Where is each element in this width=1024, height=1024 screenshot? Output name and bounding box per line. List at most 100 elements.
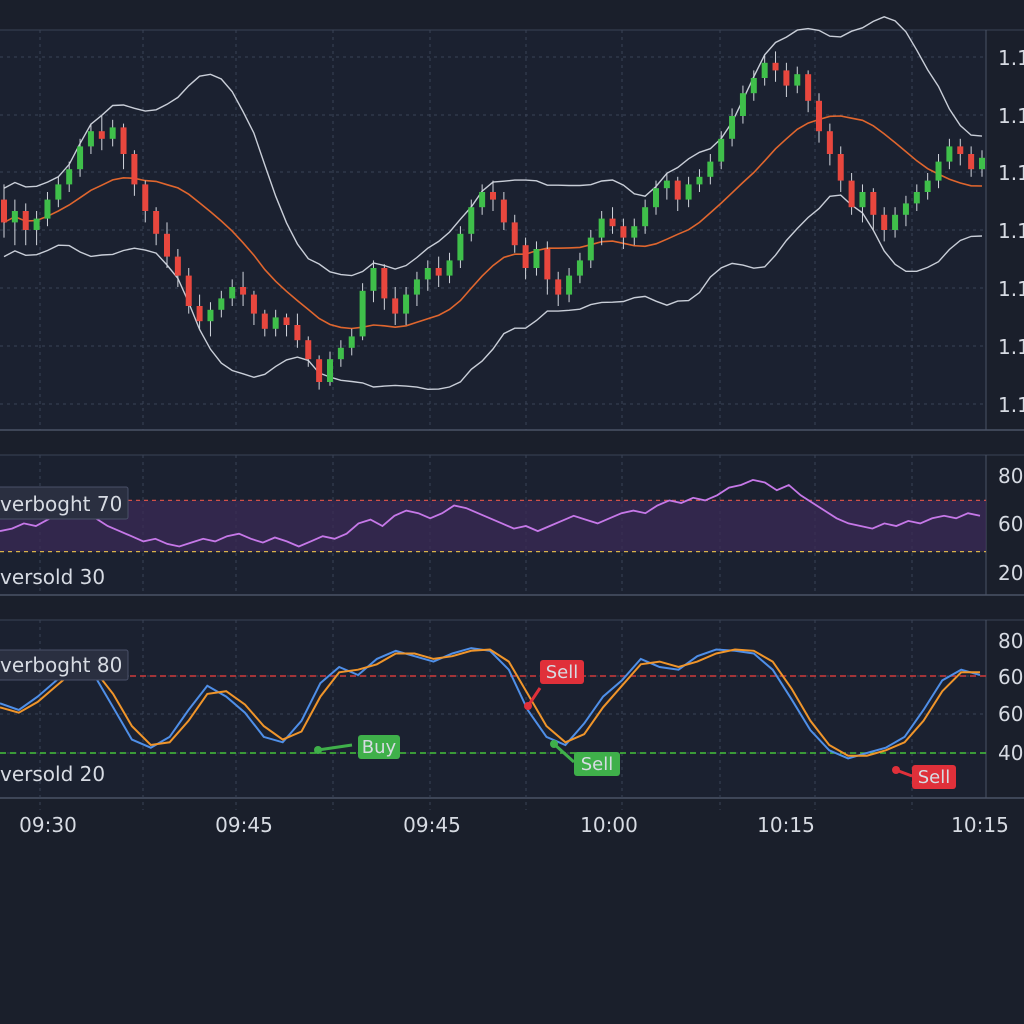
candle-body — [207, 309, 214, 322]
rsi-overbought-label-box — [0, 486, 129, 520]
candle-body — [718, 138, 725, 162]
candle — [750, 70, 757, 101]
candle — [620, 218, 627, 249]
candle-body — [576, 260, 583, 276]
candle — [902, 195, 909, 227]
price-tick-label: 1.1 — [998, 161, 1024, 185]
candle-body — [22, 211, 29, 230]
candle — [674, 176, 681, 211]
signal-arrow — [317, 743, 353, 752]
candle — [957, 138, 964, 166]
candle-body — [979, 157, 985, 170]
candle — [805, 70, 812, 113]
candle — [761, 55, 768, 86]
candle-body — [490, 192, 496, 200]
candle — [261, 309, 268, 337]
candle-body — [555, 279, 562, 295]
candle — [924, 173, 931, 200]
candle-body — [881, 214, 888, 230]
candle — [403, 287, 410, 325]
candle — [327, 351, 333, 386]
candle — [142, 180, 149, 223]
candle — [381, 264, 388, 310]
stoch-tick-label: 80 — [998, 629, 1023, 653]
candle — [55, 176, 62, 208]
candle-body — [381, 268, 388, 299]
time-tick-label: 10:00 — [580, 813, 638, 837]
rsi-zone-fill — [0, 500, 986, 552]
candle — [707, 154, 714, 185]
candle — [44, 192, 51, 227]
candle-body — [511, 222, 518, 246]
candle-body — [674, 180, 681, 200]
stoch-tick-label: 60 — [998, 665, 1023, 689]
candle — [772, 51, 779, 82]
candle — [837, 146, 844, 192]
candle-body — [1, 199, 7, 223]
candle — [913, 184, 920, 211]
candle-body — [316, 359, 323, 382]
stoch-axis: 80 60 60 40 — [998, 629, 1023, 765]
candle-body — [902, 203, 909, 215]
stoch-k-line — [0, 647, 981, 760]
candle-body — [413, 279, 420, 295]
candle — [566, 268, 573, 303]
candle-body — [457, 233, 464, 261]
rsi-tick-label: 60 — [998, 512, 1023, 536]
candle-body — [142, 184, 149, 211]
price-tick-label: 1.1 — [998, 104, 1024, 128]
candle-body — [185, 275, 192, 306]
candle-body — [522, 245, 529, 268]
candle-body — [533, 249, 540, 268]
candle — [642, 199, 649, 234]
candle-body — [663, 180, 670, 189]
candle-body — [924, 180, 931, 192]
time-tick-label: 09:45 — [403, 813, 461, 837]
candle — [794, 66, 801, 94]
candle-body — [859, 192, 866, 208]
candle — [522, 237, 529, 280]
signal-sell-badge: Sell — [550, 740, 620, 776]
rsi-oversold-label: versold 30 — [0, 565, 105, 589]
candle — [663, 173, 670, 200]
candle-body — [370, 268, 377, 291]
candle-body — [642, 207, 649, 227]
signal-label: Sell — [581, 754, 614, 775]
candle — [98, 116, 105, 151]
candle — [533, 241, 540, 276]
candle-body — [44, 199, 51, 219]
signal-label: Buy — [362, 737, 397, 758]
candle-body — [164, 233, 170, 257]
candle-body — [98, 131, 105, 139]
candle-body — [837, 154, 844, 181]
candle — [33, 211, 40, 246]
candle-body — [805, 74, 812, 101]
candle-body — [816, 100, 822, 132]
stoch-oversold-label: versold 20 — [0, 762, 105, 786]
stoch-d-line — [0, 648, 980, 757]
candle-body — [479, 192, 486, 208]
price-tick-label: 1.1 — [998, 219, 1024, 243]
candle-body — [109, 127, 116, 139]
candle-body — [826, 131, 833, 154]
candle — [457, 226, 464, 268]
price-tick-label: 1.1 — [998, 335, 1024, 359]
price-axis: 1.1 1.1 1.1 1.1 1.1 1.1 1.1 — [998, 46, 1024, 417]
signal-badge-bg — [358, 735, 400, 759]
candle — [870, 188, 877, 230]
candle-body — [946, 146, 953, 162]
candle — [848, 173, 855, 215]
candle — [131, 150, 138, 196]
candle-body — [653, 188, 659, 208]
signal-marker — [892, 766, 900, 774]
candle — [413, 271, 420, 306]
signal-arrow — [552, 742, 576, 764]
candle-body — [174, 256, 181, 276]
candle — [935, 154, 942, 189]
candle — [109, 119, 116, 147]
candle — [609, 207, 616, 234]
stoch-panel-bg — [0, 620, 986, 798]
candle — [946, 138, 953, 170]
signal-badge-bg — [574, 752, 620, 776]
candle — [892, 207, 899, 238]
